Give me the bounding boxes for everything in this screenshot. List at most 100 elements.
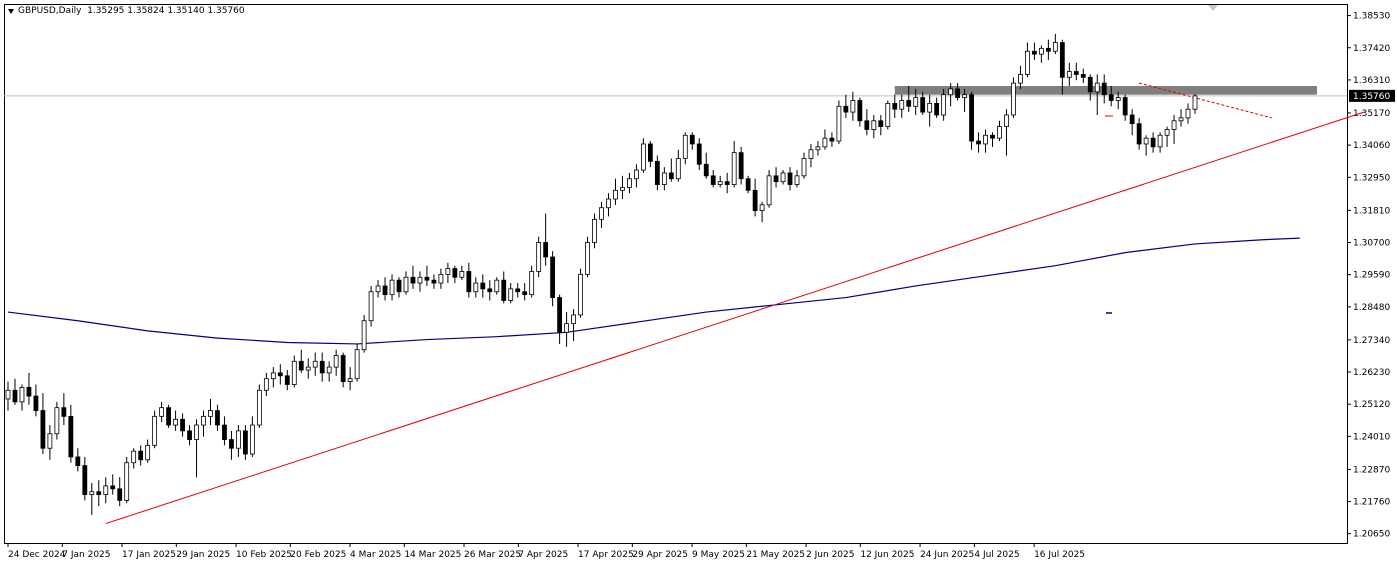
candle-body <box>1171 120 1177 130</box>
candle-body <box>138 450 144 461</box>
candle-body <box>19 386 25 403</box>
y-tick-label: 1.34060 <box>1353 141 1390 151</box>
candle-body <box>1080 74 1086 78</box>
y-tick-label: 1.22870 <box>1353 465 1390 475</box>
y-tick-label: 1.31810 <box>1353 206 1390 216</box>
candle-body <box>229 439 234 449</box>
candle-body <box>1178 117 1184 122</box>
candle-body <box>941 94 947 116</box>
candle-body <box>145 444 151 461</box>
candle-body <box>236 430 241 449</box>
candle-body <box>152 415 158 446</box>
x-tick-label: 17 Jan 2025 <box>122 550 176 560</box>
moving-average-line[interactable] <box>7 237 1300 345</box>
candle-body <box>717 181 723 185</box>
candle-body <box>668 172 674 180</box>
candle-body <box>850 100 856 113</box>
candle-body <box>710 175 716 185</box>
candle-body <box>291 360 297 385</box>
x-tick-label: 9 May 2025 <box>692 550 745 560</box>
candle-body <box>166 407 171 426</box>
x-tick-label: 24 Jun 2025 <box>920 550 974 560</box>
candle-body <box>1122 97 1128 116</box>
y-tick-label: 1.28480 <box>1353 303 1390 313</box>
candle-body <box>564 323 569 333</box>
candle-body <box>1032 50 1037 55</box>
candle-body <box>815 146 821 151</box>
candle-body <box>1164 129 1170 136</box>
candle-body <box>466 271 472 293</box>
candle-body <box>361 320 367 351</box>
candle-body <box>96 491 102 496</box>
x-tick-label: 2 Jun 2025 <box>806 550 854 560</box>
candle-body <box>389 279 395 296</box>
candle-body <box>878 120 884 127</box>
candle-body <box>1101 82 1107 96</box>
candle-body <box>508 288 514 301</box>
candle-body <box>1059 42 1065 78</box>
candle-body <box>396 279 402 293</box>
candle-body <box>1052 42 1058 52</box>
x-tick-label: 24 Dec 2024 <box>8 550 66 560</box>
candle-body <box>529 271 535 296</box>
candle-body <box>480 282 486 290</box>
candle-body <box>187 430 192 440</box>
candle-body <box>613 189 618 200</box>
candle-body <box>1018 74 1023 84</box>
candle-body <box>1192 95 1198 110</box>
candle-body <box>1185 108 1191 119</box>
candle-body <box>899 100 905 110</box>
candle-body <box>1150 137 1156 148</box>
chart-header: GBPUSD,Daily 1.35295 1.35824 1.35140 1.3… <box>8 6 245 17</box>
candle-body <box>920 97 926 113</box>
dashed-projection-line[interactable] <box>1139 82 1272 119</box>
candle-body <box>536 242 542 272</box>
x-tick-label: 16 Jul 2025 <box>1034 550 1085 560</box>
candle-body <box>738 152 744 180</box>
candle-body <box>1115 97 1121 101</box>
candle-body <box>752 189 758 212</box>
candle-body <box>47 433 53 449</box>
candle-body <box>340 355 346 382</box>
candle-body <box>696 143 702 165</box>
candle-body <box>431 279 437 284</box>
candle-body <box>117 488 123 501</box>
y-tick-label: 1.24010 <box>1353 432 1390 442</box>
x-tick-label: 20 Feb 2025 <box>290 550 346 560</box>
trend-line[interactable] <box>105 111 1365 525</box>
chart-shift-marker-icon[interactable] <box>1208 5 1218 11</box>
x-tick-label: 14 Mar 2025 <box>404 550 461 560</box>
y-tick-label: 1.21760 <box>1353 498 1390 508</box>
candle-body <box>794 175 800 185</box>
candle-body <box>1108 94 1114 101</box>
candle-body <box>256 389 262 426</box>
x-tick-label: 29 Jan 2025 <box>176 550 230 560</box>
y-tick-label: 1.27340 <box>1353 336 1390 346</box>
candle-body <box>759 204 765 212</box>
y-tick-label: 1.29590 <box>1353 271 1390 281</box>
candle-body <box>983 134 988 145</box>
candle-body <box>368 291 374 322</box>
candle-body <box>1025 50 1030 75</box>
candle-body <box>354 349 360 380</box>
candle-body <box>1087 76 1093 93</box>
candle-body <box>326 366 332 374</box>
candle-body <box>61 407 67 417</box>
candle-body <box>906 100 912 107</box>
candle-body <box>5 389 11 400</box>
candle-body <box>1066 71 1072 78</box>
candle-body <box>682 134 688 159</box>
candle-body <box>1038 47 1044 55</box>
candle-body <box>822 137 828 148</box>
candle-body <box>843 105 849 113</box>
candle-body <box>864 120 870 130</box>
candle-body <box>305 366 311 371</box>
candle-body <box>1129 114 1135 125</box>
candle-body <box>424 276 430 281</box>
candle-body <box>89 491 95 496</box>
y-tick-label: 1.32950 <box>1353 173 1390 183</box>
dropdown-triangle-icon[interactable] <box>8 8 14 14</box>
candle-body <box>270 372 276 380</box>
x-tick-label: 10 Feb 2025 <box>236 550 292 560</box>
